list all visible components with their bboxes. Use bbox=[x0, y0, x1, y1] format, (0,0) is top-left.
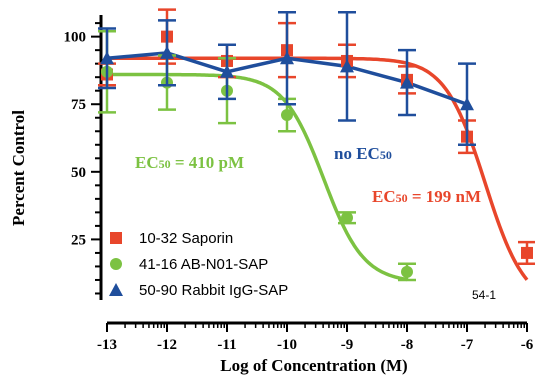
x-tick-label: -11 bbox=[217, 337, 236, 353]
ec50-annotation: EC50 = 410 pM bbox=[135, 153, 244, 172]
legend-label: 10-32 Saporin bbox=[139, 230, 233, 247]
y-tick-label: 25 bbox=[71, 232, 86, 248]
x-axis-label: Log of Concentration (M) bbox=[220, 356, 407, 375]
marker-triangle bbox=[340, 59, 354, 73]
ec50-annotation: EC50 = 199 nM bbox=[372, 187, 481, 206]
legend-label: 41-16 AB-N01-SAP bbox=[139, 256, 268, 273]
legend-entry: 10-32 Saporin bbox=[110, 230, 233, 247]
data-point bbox=[398, 48, 416, 117]
marker-square bbox=[521, 246, 533, 259]
data-point bbox=[218, 43, 236, 101]
marker-triangle bbox=[160, 45, 174, 59]
x-tick-label: -8 bbox=[401, 337, 414, 353]
ec50-annotation: no EC50 bbox=[334, 144, 392, 163]
marker-circle bbox=[341, 211, 353, 224]
data-point bbox=[338, 211, 356, 225]
marker-triangle bbox=[460, 97, 474, 111]
data-points bbox=[98, 8, 535, 282]
x-tick-label: -9 bbox=[341, 337, 354, 353]
y-tick-label: 100 bbox=[64, 30, 87, 46]
legend-label: 50-90 Rabbit IgG-SAP bbox=[139, 282, 288, 299]
marker-square bbox=[110, 232, 122, 244]
marker-triangle bbox=[400, 75, 414, 89]
legend: 10-32 Saporin 41-16 AB-N01-SAP 50-90 Rabbi… bbox=[109, 230, 288, 299]
code-label: 54-1 bbox=[472, 288, 496, 302]
marker-circle bbox=[401, 265, 413, 278]
x-tick-label: -13 bbox=[97, 337, 117, 353]
marker-circle bbox=[281, 109, 293, 122]
y-tick-label: 75 bbox=[71, 97, 86, 113]
x-tick-label: -10 bbox=[277, 337, 297, 353]
data-point bbox=[98, 27, 116, 90]
marker-circle bbox=[110, 258, 122, 270]
data-point bbox=[158, 19, 176, 87]
data-point bbox=[278, 11, 296, 106]
y-axis-label: Percent Control bbox=[9, 110, 28, 226]
legend-entry: 41-16 AB-N01-SAP bbox=[110, 256, 268, 273]
data-point bbox=[398, 262, 416, 282]
annotations: EC50 = 410 pM no EC50 EC50 = 199 nM bbox=[135, 144, 481, 206]
data-point bbox=[458, 62, 476, 147]
axes: 25 50 75 100 -13 -12 -11 -10 -9 -8 -7 -6 bbox=[64, 15, 534, 353]
x-tick-label: -12 bbox=[157, 337, 177, 353]
legend-entry: 50-90 Rabbit IgG-SAP bbox=[109, 282, 288, 299]
y-tick-label: 50 bbox=[71, 165, 86, 181]
x-tick-label: -7 bbox=[461, 337, 474, 353]
marker-triangle bbox=[280, 51, 294, 65]
data-point bbox=[518, 240, 535, 265]
marker-triangle bbox=[220, 64, 234, 78]
x-tick-label: -6 bbox=[521, 337, 534, 353]
data-point bbox=[338, 11, 356, 122]
fit-curve-41-16 AB-N01-SAP bbox=[107, 72, 408, 282]
marker-triangle bbox=[109, 283, 123, 296]
fit-curve-10-32 Saporin bbox=[107, 56, 529, 281]
marker-triangle bbox=[100, 51, 114, 65]
